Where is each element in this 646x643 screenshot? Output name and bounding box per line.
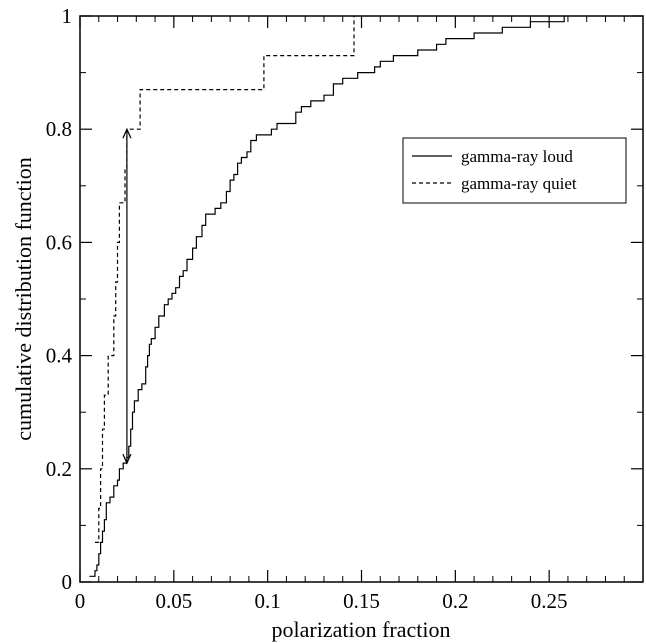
legend-label-quiet: gamma-ray quiet: [461, 174, 577, 193]
x-axis-title: polarization fraction: [272, 617, 451, 642]
legend-label-loud: gamma-ray loud: [461, 147, 573, 166]
legend: gamma-ray loud gamma-ray quiet: [402, 137, 627, 204]
x-tick-label: 0: [75, 589, 86, 613]
plot-frame: [79, 15, 644, 583]
ticks-layer: 0 0.05 0.1 0.15 0.2 0.25 0 0.2 0.4 0.6 0.8 1: [46, 4, 643, 613]
x-tick-label: 0.15: [343, 589, 380, 613]
y-tick-label: 1: [62, 4, 73, 28]
legend-box: [402, 137, 627, 204]
ks-distance-arrow: [122, 127, 132, 465]
x-tick-label: 0.25: [531, 589, 568, 613]
y-tick-label: 0.8: [46, 117, 72, 141]
x-tick-label: 0.2: [442, 589, 468, 613]
y-tick-label: 0.2: [46, 457, 72, 481]
series-gamma-ray-quiet: [95, 16, 355, 543]
x-tick-label: 0.1: [255, 589, 281, 613]
series-layer: [89, 16, 565, 577]
y-tick-label: 0: [62, 570, 73, 594]
series-gamma-ray-loud: [89, 16, 565, 577]
x-tick-label: 0.05: [155, 589, 192, 613]
arrow-head-bottom: [122, 453, 132, 465]
annotation-layer: [122, 127, 132, 465]
y-tick-label: 0.4: [46, 344, 73, 368]
arrow-head-top: [122, 127, 132, 139]
y-axis-title: cumulative distribution function: [11, 157, 36, 441]
y-tick-label: 0.6: [46, 230, 72, 254]
